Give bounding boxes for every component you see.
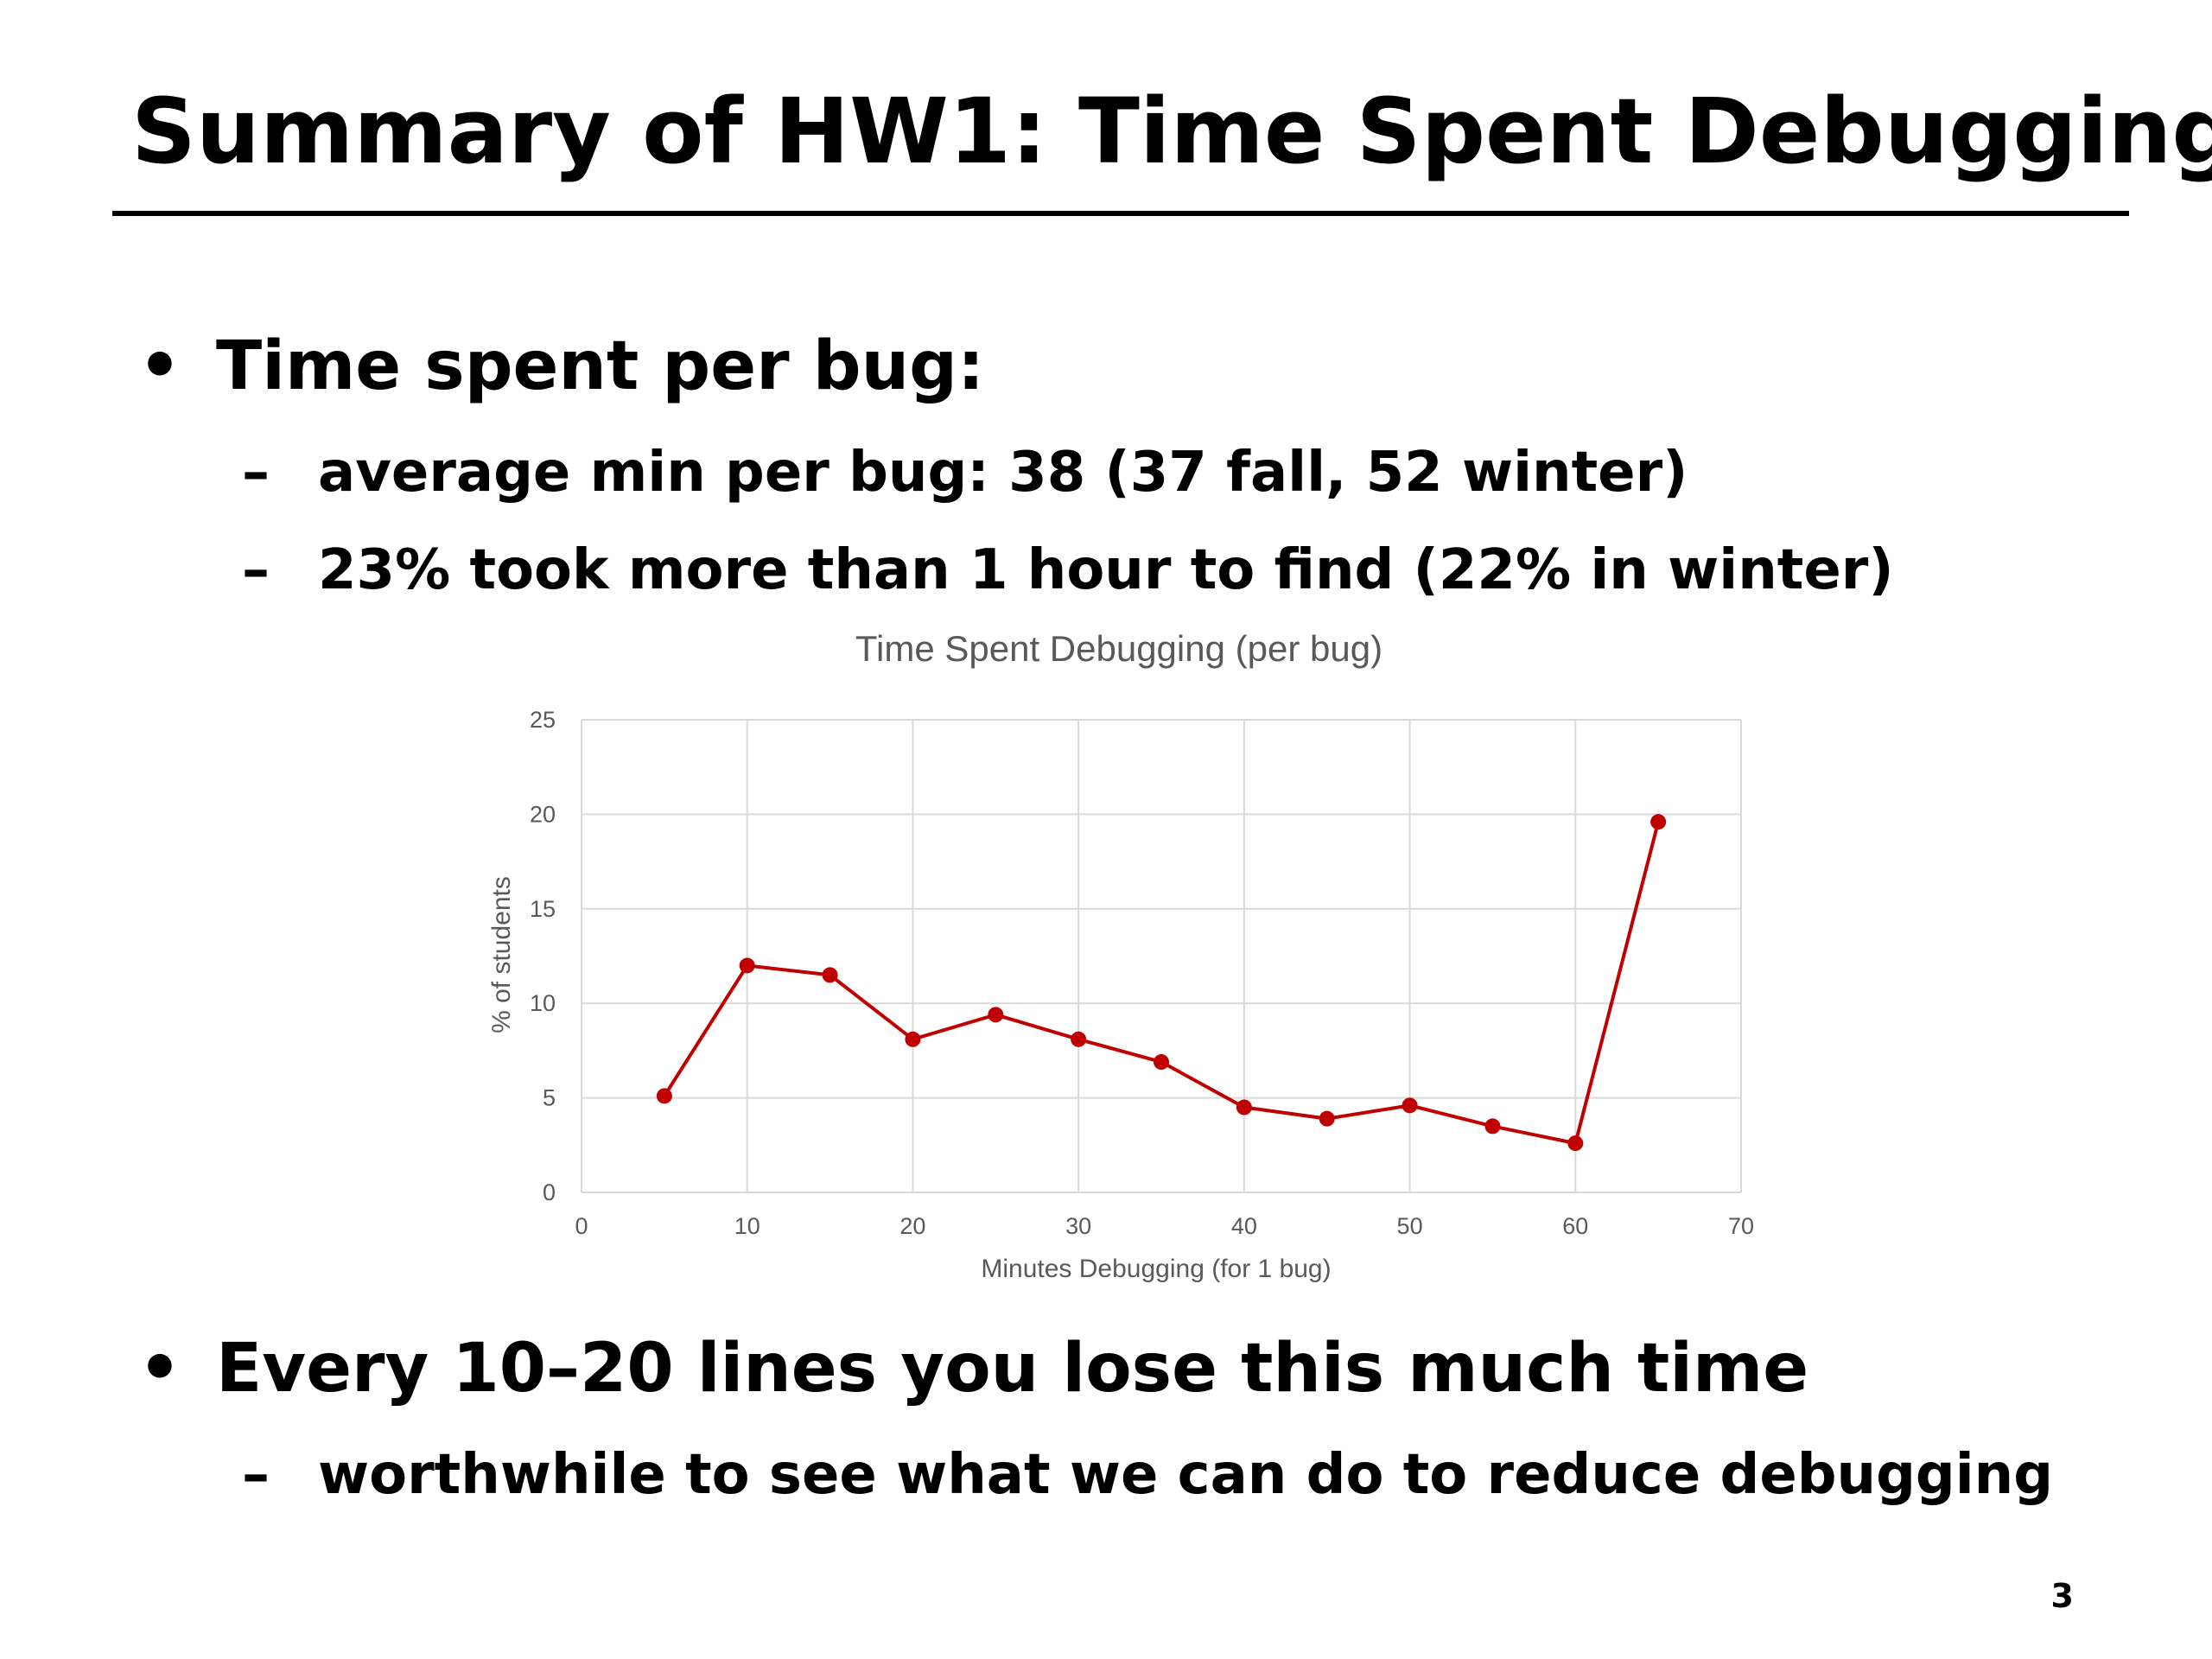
chart-y-axis-label: % of students (487, 876, 516, 1033)
chart-svg: Time Spent Debugging (per bug) 0 5 10 15 20 2… (487, 628, 1754, 1283)
data-point (1236, 1099, 1252, 1116)
title-divider (112, 211, 2129, 216)
data-point (739, 957, 755, 974)
chart-title: Time Spent Debugging (per bug) (855, 628, 1382, 669)
x-tick-label: 70 (1728, 1213, 1754, 1239)
sub-bullet-text: 23% took more than 1 hour to find (22% i… (318, 538, 1894, 602)
y-tick-label: 10 (530, 990, 556, 1016)
y-tick-label: 15 (530, 896, 556, 922)
bullet-marker: • (138, 327, 181, 405)
sub-bullet-text: worthwhile to see what we can do to redu… (318, 1443, 2054, 1507)
x-tick-label: 50 (1397, 1213, 1423, 1239)
chart-grid (581, 719, 1742, 1193)
data-point (1567, 1135, 1584, 1152)
sub-bullet-marker: – (242, 538, 270, 602)
data-point (656, 1088, 672, 1104)
y-tick-label: 0 (543, 1179, 556, 1205)
data-point (1154, 1054, 1169, 1071)
sub-bullet-marker: – (242, 441, 270, 505)
data-point (1071, 1031, 1087, 1047)
slide-title: Summary of HW1: Time Spent Debugging (131, 79, 2212, 184)
x-tick-label: 20 (899, 1213, 925, 1239)
x-tick-label: 60 (1562, 1213, 1588, 1239)
x-tick-label: 40 (1231, 1213, 1257, 1239)
data-point (905, 1031, 921, 1047)
y-tick-label: 25 (530, 707, 556, 733)
data-point (1319, 1110, 1335, 1127)
chart-axes: 0 5 10 15 20 25 0 10 20 30 40 50 60 70 (530, 707, 1754, 1239)
debugging-time-chart: Time Spent Debugging (per bug) 0 5 10 15 20 2… (467, 622, 1797, 1296)
series-line (663, 821, 1661, 1146)
data-point (988, 1007, 1004, 1023)
bullet-text: Time spent per bug: (216, 327, 985, 405)
sub-bullet-text: average min per bug: 38 (37 fall, 52 win… (318, 441, 1688, 505)
data-point (822, 967, 838, 983)
page-number: 3 (2050, 1577, 2074, 1615)
sub-bullet-marker: – (242, 1443, 270, 1507)
x-tick-label: 30 (1065, 1213, 1091, 1239)
data-point (1484, 1118, 1501, 1135)
x-tick-label: 10 (734, 1213, 760, 1239)
data-point (1402, 1097, 1418, 1114)
chart-x-axis-label: Minutes Debugging (for 1 bug) (981, 1255, 1331, 1283)
x-tick-label: 0 (575, 1213, 588, 1239)
chart-series (656, 814, 1667, 1152)
bullet-marker: • (138, 1330, 181, 1408)
y-tick-label: 20 (530, 801, 556, 827)
data-point (1650, 814, 1667, 830)
y-tick-label: 5 (543, 1085, 556, 1111)
bullet-text: Every 10–20 lines you lose this much tim… (216, 1330, 1809, 1408)
